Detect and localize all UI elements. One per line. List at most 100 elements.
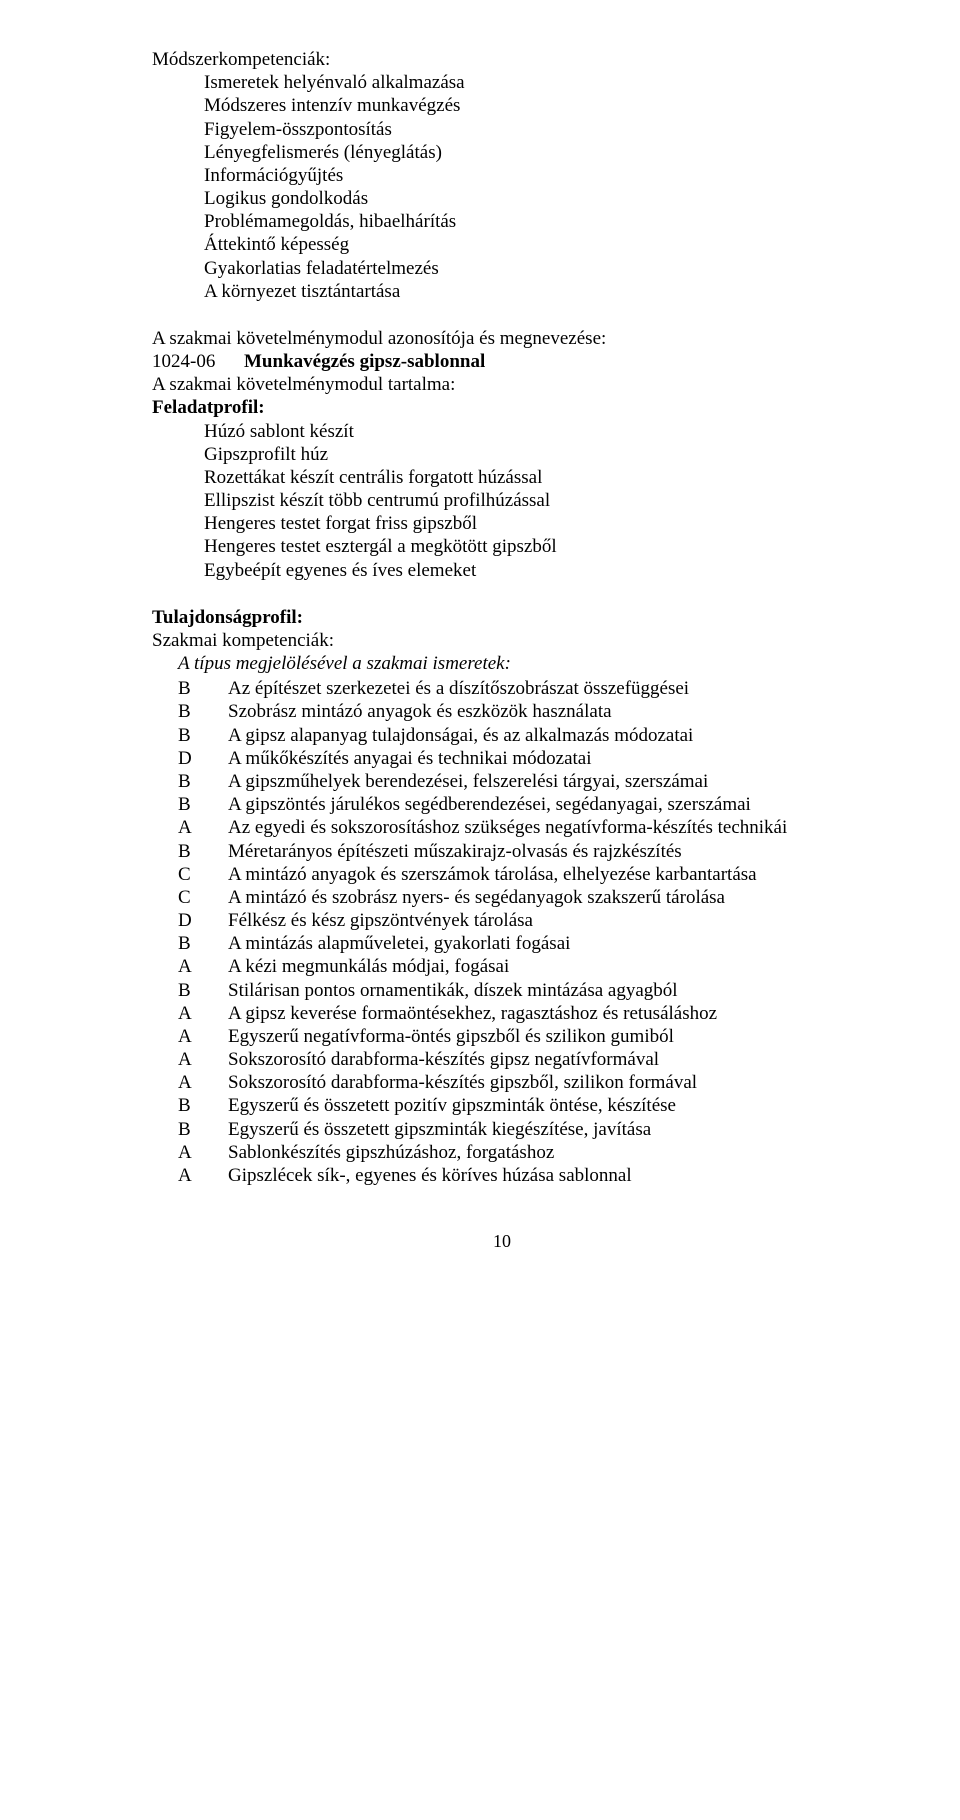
row-key: D [178, 909, 228, 932]
table-row: BEgyszerű és összetett pozitív gipszmint… [152, 1094, 852, 1117]
list-item: Problémamegoldás, hibaelhárítás [204, 210, 852, 233]
module-section: A szakmai követelménymodul azonosítója é… [152, 327, 852, 582]
row-text: Stilárisan pontos ornamentikák, díszek m… [228, 979, 852, 1002]
list-item: Gyakorlatias feladatértelmezés [204, 257, 852, 280]
page-number: 10 [152, 1231, 852, 1253]
row-text: A mintázó és szobrász nyers- és segédany… [228, 886, 852, 909]
row-text: Az egyedi és sokszorosításhoz szükséges … [228, 816, 852, 839]
table-row: AA kézi megmunkálás módjai, fogásai [152, 955, 852, 978]
table-row: ASokszorosító darabforma-készítés gipszb… [152, 1071, 852, 1094]
row-text: Egyszerű és összetett gipszminták kiegés… [228, 1118, 852, 1141]
feladatprofil-heading: Feladatprofil: [152, 396, 852, 419]
table-row: BA gipszműhelyek berendezései, felszerel… [152, 770, 852, 793]
table-row: BAz építészet szerkezetei és a díszítősz… [152, 677, 852, 700]
row-text: Méretarányos építészeti műszakirajz-olva… [228, 840, 852, 863]
list-item: Ellipszist készít több centrumú profilhú… [152, 489, 852, 512]
table-row: AAz egyedi és sokszorosításhoz szükséges… [152, 816, 852, 839]
table-row: DA műkőkészítés anyagai és technikai mód… [152, 747, 852, 770]
row-text: Gipszlécek sík-, egyenes és köríves húzá… [228, 1164, 852, 1187]
row-text: Sokszorosító darabforma-készítés gipsz n… [228, 1048, 852, 1071]
list-item: Húzó sablont készít [152, 420, 852, 443]
row-text: Sokszorosító darabforma-készítés gipszbő… [228, 1071, 852, 1094]
table-row: BA gipszöntés járulékos segédberendezése… [152, 793, 852, 816]
row-text: A kézi megmunkálás módjai, fogásai [228, 955, 852, 978]
row-key: B [178, 1118, 228, 1141]
row-key: B [178, 1094, 228, 1117]
table-row: CA mintázó és szobrász nyers- és segédan… [152, 886, 852, 909]
table-row: ASablonkészítés gipszhúzáshoz, forgatásh… [152, 1141, 852, 1164]
row-key: A [178, 1048, 228, 1071]
table-row: AEgyszerű negatívforma-öntés gipszből és… [152, 1025, 852, 1048]
table-row: BA mintázás alapműveletei, gyakorlati fo… [152, 932, 852, 955]
table-row: CA mintázó anyagok és szerszámok tárolás… [152, 863, 852, 886]
tipus-heading: A típus megjelölésével a szakmai ismeret… [152, 652, 852, 675]
table-row: AGipszlécek sík-, egyenes és köríves húz… [152, 1164, 852, 1187]
list-item: Módszeres intenzív munkavégzés [204, 94, 852, 117]
row-key: C [178, 863, 228, 886]
row-key: A [178, 955, 228, 978]
module-name: Munkavégzés gipsz-sablonnal [244, 350, 485, 373]
list-item: Gipszprofilt húz [152, 443, 852, 466]
row-text: Egyszerű és összetett pozitív gipszmintá… [228, 1094, 852, 1117]
table-row: BEgyszerű és összetett gipszminták kiegé… [152, 1118, 852, 1141]
table-row: AA gipsz keverése formaöntésekhez, ragas… [152, 1002, 852, 1025]
row-text: A gipszöntés járulékos segédberendezései… [228, 793, 852, 816]
row-text: Félkész és kész gipszöntvények tárolása [228, 909, 852, 932]
row-text: A gipsz alapanyag tulajdonságai, és az a… [228, 724, 852, 747]
list-item: A környezet tisztántartása [204, 280, 852, 303]
row-key: A [178, 1141, 228, 1164]
row-key: B [178, 932, 228, 955]
row-text: A műkőkészítés anyagai és technikai módo… [228, 747, 852, 770]
list-item: Rozettákat készít centrális forgatott hú… [152, 466, 852, 489]
feladat-list: Húzó sablont készít Gipszprofilt húz Roz… [152, 420, 852, 582]
row-text: A gipsz keverése formaöntésekhez, ragasz… [228, 1002, 852, 1025]
row-key: A [178, 1025, 228, 1048]
tulajdonsag-section: Tulajdonságprofil: Szakmai kompetenciák:… [152, 606, 852, 1187]
list-item: Hengeres testet esztergál a megkötött gi… [152, 535, 852, 558]
list-item: Információgyűjtés [204, 164, 852, 187]
table-row: BA gipsz alapanyag tulajdonságai, és az … [152, 724, 852, 747]
list-item: Logikus gondolkodás [204, 187, 852, 210]
tulajdonsag-heading: Tulajdonságprofil: [152, 606, 852, 629]
row-key: B [178, 724, 228, 747]
table-row: BMéretarányos építészeti műszakirajz-olv… [152, 840, 852, 863]
competency-list: BAz építészet szerkezetei és a díszítősz… [152, 677, 852, 1187]
table-row: BStilárisan pontos ornamentikák, díszek … [152, 979, 852, 1002]
row-text: Az építészet szerkezetei és a díszítőszo… [228, 677, 852, 700]
szakmai-kompetenciak: Szakmai kompetenciák: [152, 629, 852, 652]
module-intro: A szakmai követelménymodul azonosítója é… [152, 327, 852, 350]
module-code: 1024-06 [152, 350, 226, 373]
list-item: Áttekintő képesség [204, 233, 852, 256]
row-key: B [178, 770, 228, 793]
methods-section: Módszerkompetenciák: Ismeretek helyénval… [152, 48, 852, 303]
row-text: Egyszerű negatívforma-öntés gipszből és … [228, 1025, 852, 1048]
methods-list: Ismeretek helyénvaló alkalmazása Módszer… [152, 71, 852, 303]
list-item: Hengeres testet forgat friss gipszből [152, 512, 852, 535]
row-text: A gipszműhelyek berendezései, felszerelé… [228, 770, 852, 793]
table-row: BSzobrász mintázó anyagok és eszközök ha… [152, 700, 852, 723]
row-key: A [178, 1002, 228, 1025]
row-text: Sablonkészítés gipszhúzáshoz, forgatásho… [228, 1141, 852, 1164]
methods-heading: Módszerkompetenciák: [152, 48, 852, 71]
row-text: A mintázás alapműveletei, gyakorlati fog… [228, 932, 852, 955]
row-key: C [178, 886, 228, 909]
list-item: Lényegfelismerés (lényeglátás) [204, 141, 852, 164]
list-item: Egybeépít egyenes és íves elemeket [152, 559, 852, 582]
row-key: A [178, 1071, 228, 1094]
row-text: Szobrász mintázó anyagok és eszközök has… [228, 700, 852, 723]
row-key: B [178, 793, 228, 816]
row-key: B [178, 840, 228, 863]
row-key: D [178, 747, 228, 770]
module-content-line: A szakmai követelménymodul tartalma: [152, 373, 852, 396]
list-item: Ismeretek helyénvaló alkalmazása [204, 71, 852, 94]
row-key: A [178, 816, 228, 839]
list-item: Figyelem-összpontosítás [204, 118, 852, 141]
table-row: DFélkész és kész gipszöntvények tárolása [152, 909, 852, 932]
row-key: B [178, 700, 228, 723]
spacer [152, 305, 852, 327]
spacer [152, 584, 852, 606]
row-key: B [178, 979, 228, 1002]
table-row: ASokszorosító darabforma-készítés gipsz … [152, 1048, 852, 1071]
row-key: B [178, 677, 228, 700]
row-key: A [178, 1164, 228, 1187]
